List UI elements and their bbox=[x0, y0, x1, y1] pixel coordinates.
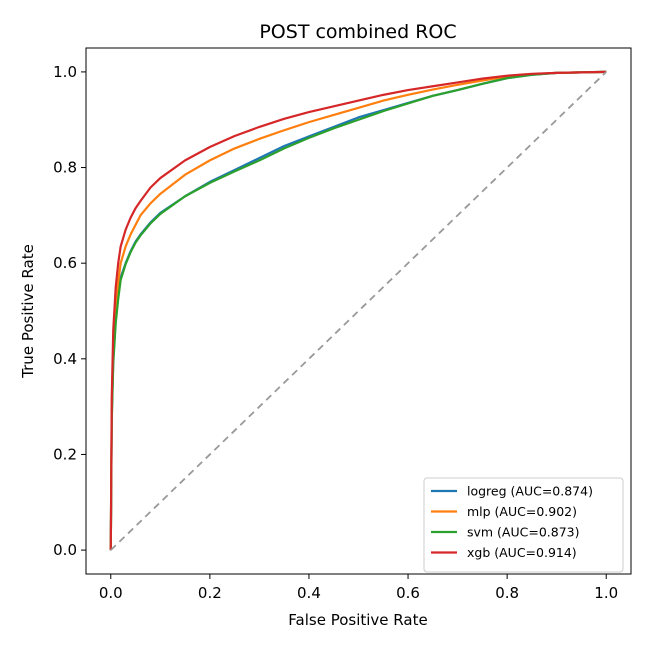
y-tick-label: 0.2 bbox=[53, 445, 77, 463]
y-tick-label: 0.4 bbox=[53, 350, 77, 368]
x-axis-label: False Positive Rate bbox=[288, 611, 427, 629]
y-tick-label: 0.0 bbox=[53, 541, 77, 559]
plot-area bbox=[109, 70, 607, 551]
legend-label: logreg (AUC=0.874) bbox=[467, 484, 593, 499]
series-line-mlp-roc bbox=[109, 70, 607, 551]
x-tick-label: 0.4 bbox=[297, 584, 321, 602]
legend-box bbox=[423, 477, 624, 573]
x-tick-label: 0.6 bbox=[396, 584, 420, 602]
y-tick-label: 1.0 bbox=[53, 63, 77, 81]
legend-label: mlp (AUC=0.902) bbox=[467, 504, 577, 519]
legend-label: svm (AUC=0.873) bbox=[467, 525, 580, 540]
x-axis: 0.0 0.2 0.4 0.6 0.8 1.0 bbox=[99, 574, 618, 602]
series-line-xgb-roc bbox=[109, 70, 607, 551]
chart-title: POST combined ROC bbox=[259, 21, 456, 43]
x-tick-label: 1.0 bbox=[594, 584, 618, 602]
legend-label: xgb (AUC=0.914) bbox=[467, 545, 577, 560]
x-tick-label: 0.0 bbox=[99, 584, 123, 602]
y-tick-label: 0.8 bbox=[53, 159, 77, 177]
y-tick-label: 0.6 bbox=[53, 254, 77, 272]
y-axis-label: True Positive Rate bbox=[19, 244, 37, 379]
series-line-svm-roc bbox=[109, 70, 607, 551]
x-tick-label: 0.2 bbox=[198, 584, 222, 602]
x-tick-label: 0.8 bbox=[495, 584, 519, 602]
legend: logreg (AUC=0.874) mlp (AUC=0.902) svm (AU… bbox=[423, 477, 624, 573]
y-axis: 0.0 0.2 0.4 0.6 0.8 1.0 bbox=[53, 63, 86, 559]
series-line-chance-diagonal bbox=[110, 71, 607, 551]
plot-frame bbox=[85, 47, 632, 575]
